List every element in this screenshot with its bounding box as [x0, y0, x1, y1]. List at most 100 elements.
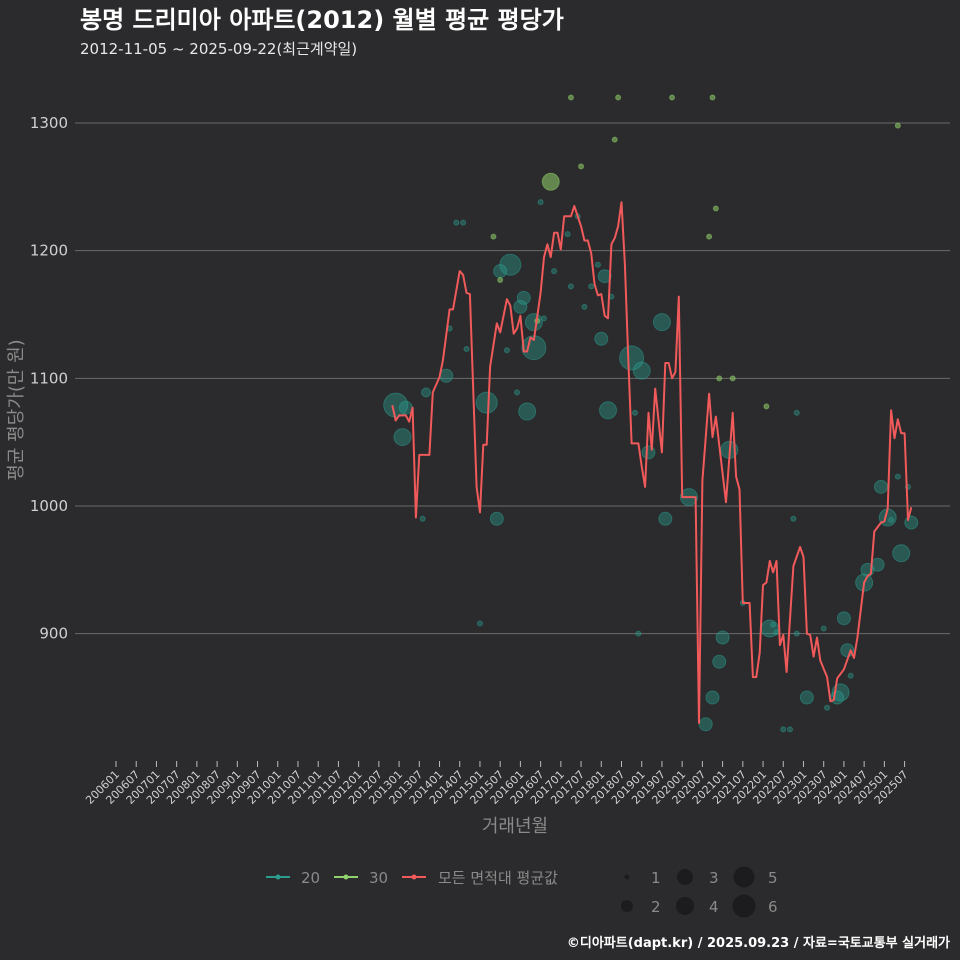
transaction-bubble-30: [706, 233, 713, 240]
transaction-bubble-20: [799, 690, 814, 705]
chart-subtitle: 2012-11-05 ~ 2025-09-22(최근계약일): [80, 40, 357, 58]
transaction-bubble-20: [873, 479, 888, 494]
transaction-bubbles: [383, 94, 919, 733]
legend-item-20: 20: [266, 869, 320, 887]
size-legend-circle-2: [621, 900, 633, 912]
transaction-bubble-20: [393, 428, 412, 447]
size-legend-circle-1: [624, 874, 630, 880]
transaction-bubble-20: [599, 401, 618, 420]
transaction-bubble-20: [888, 517, 895, 524]
transaction-bubble-30: [729, 375, 736, 382]
transaction-bubble-20: [499, 253, 522, 276]
legend-label-30: 30: [369, 869, 388, 887]
chart-title: 봉명 드리미아 아파트(2012) 월별 평균 평당가: [80, 6, 564, 34]
transaction-bubble-20: [564, 231, 571, 238]
transaction-bubble-20: [715, 630, 730, 645]
transaction-bubble-20: [514, 389, 521, 396]
transaction-bubble-30: [763, 403, 770, 410]
transaction-bubble-30: [567, 94, 574, 101]
transaction-bubble-30: [615, 94, 622, 101]
transaction-bubble-20: [581, 303, 588, 310]
transaction-bubble-20: [588, 283, 595, 290]
transaction-bubble-30: [611, 136, 618, 143]
transaction-bubble-20: [773, 629, 780, 636]
transaction-bubble-20: [793, 409, 800, 416]
transaction-bubble-20: [594, 261, 601, 268]
transaction-bubble-30: [541, 172, 560, 191]
transaction-bubble-20: [790, 515, 797, 522]
transaction-bubble-30: [490, 233, 497, 240]
size-legend: 1 2 3 4 5 6: [621, 866, 778, 918]
transaction-bubble-20: [836, 611, 851, 626]
transaction-bubble-20: [460, 219, 467, 226]
transaction-bubble-30: [716, 375, 723, 382]
size-legend-label-2: 2: [651, 898, 661, 916]
transaction-bubble-20: [631, 409, 638, 416]
y-axis: 900 1000 1100 1200 1300: [30, 114, 68, 643]
transaction-bubble-20: [475, 391, 498, 414]
legend-label-average: 모든 면적대 평균값: [438, 869, 558, 887]
legend-label-20: 20: [301, 869, 320, 887]
transaction-bubble-20: [419, 515, 426, 522]
transaction-bubble-20: [594, 331, 609, 346]
transaction-bubble-20: [537, 199, 544, 206]
transaction-bubble-20: [847, 672, 854, 679]
transaction-bubble-20: [476, 620, 483, 627]
y-tick-label: 1200: [30, 242, 68, 260]
y-tick-label: 900: [39, 625, 68, 643]
average-line: [391, 201, 913, 724]
transaction-bubble-30: [497, 277, 504, 284]
transaction-bubble-20: [870, 557, 885, 572]
transaction-bubble-20: [503, 347, 510, 354]
transaction-bubble-20: [820, 625, 827, 632]
legend-item-average: 모든 면적대 평균값: [402, 869, 558, 887]
legend-marker-30: [343, 874, 349, 880]
size-legend-label-3: 3: [709, 869, 719, 887]
x-axis-title: 거래년월: [482, 816, 548, 837]
transaction-bubble-20: [894, 473, 901, 480]
legend-marker-average: [411, 874, 417, 880]
transaction-bubble-20: [904, 515, 919, 530]
transaction-bubble-20: [524, 313, 543, 332]
y-tick-label: 1000: [30, 497, 68, 515]
transaction-bubble-20: [516, 290, 531, 305]
transaction-bubble-20: [632, 361, 651, 380]
transaction-bubble-20: [793, 630, 800, 637]
transaction-bubble-30: [712, 205, 719, 212]
size-legend-circle-6: [732, 894, 756, 918]
transaction-bubble-20: [787, 726, 793, 733]
transaction-bubble-20: [453, 219, 460, 226]
transaction-bubble-20: [551, 268, 558, 275]
legend-item-30: 30: [334, 869, 388, 887]
transaction-bubble-20: [712, 654, 727, 669]
transaction-bubble-20: [780, 726, 787, 733]
transaction-bubble-20: [540, 315, 547, 322]
transaction-bubble-20: [421, 387, 432, 398]
transaction-bubble-20: [513, 299, 528, 314]
transaction-bubble-30: [894, 122, 901, 129]
transaction-bubble-20: [698, 717, 713, 732]
transaction-bubble-20: [398, 400, 413, 415]
y-tick-label: 1100: [30, 369, 68, 387]
size-legend-circle-3: [677, 869, 693, 885]
legend-marker-20: [275, 874, 281, 880]
transaction-bubble-20: [705, 690, 720, 705]
transaction-bubble-20: [597, 269, 612, 284]
transaction-bubble-30: [709, 94, 716, 101]
size-legend-circle-4: [676, 897, 694, 915]
transaction-bubble-20: [641, 445, 656, 460]
transaction-bubble-20: [824, 704, 831, 711]
transaction-bubble-20: [652, 313, 671, 332]
gridlines: [75, 122, 950, 635]
transaction-bubble-30: [578, 163, 585, 170]
y-tick-label: 1300: [30, 114, 68, 132]
transaction-bubble-30: [669, 94, 676, 101]
legend: 20 30 모든 면적대 평균값 1 2 3 4 5 6: [266, 866, 778, 918]
size-legend-circle-5: [733, 866, 755, 888]
transaction-bubble-20: [770, 621, 777, 628]
y-axis-title: 평균 평당가(만 원): [6, 339, 27, 480]
size-legend-label-1: 1: [651, 869, 661, 887]
transaction-bubble-20: [635, 630, 642, 637]
transaction-bubble-20: [463, 345, 470, 352]
